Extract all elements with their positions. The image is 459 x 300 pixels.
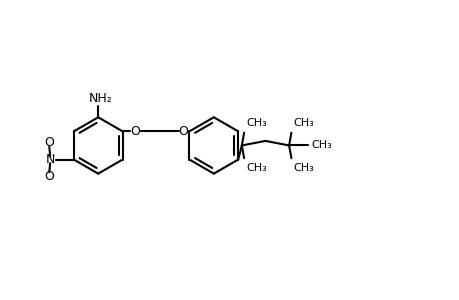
Text: N: N [45, 153, 55, 166]
Text: O: O [178, 125, 188, 138]
Text: CH₃: CH₃ [293, 118, 313, 128]
Text: O: O [44, 136, 54, 149]
Text: NH₂: NH₂ [89, 92, 112, 105]
Text: CH₃: CH₃ [246, 118, 267, 128]
Text: CH₃: CH₃ [293, 163, 313, 173]
Text: O: O [44, 170, 54, 183]
Text: O: O [130, 125, 140, 138]
Text: CH₃: CH₃ [310, 140, 331, 151]
Text: CH₃: CH₃ [246, 163, 267, 173]
